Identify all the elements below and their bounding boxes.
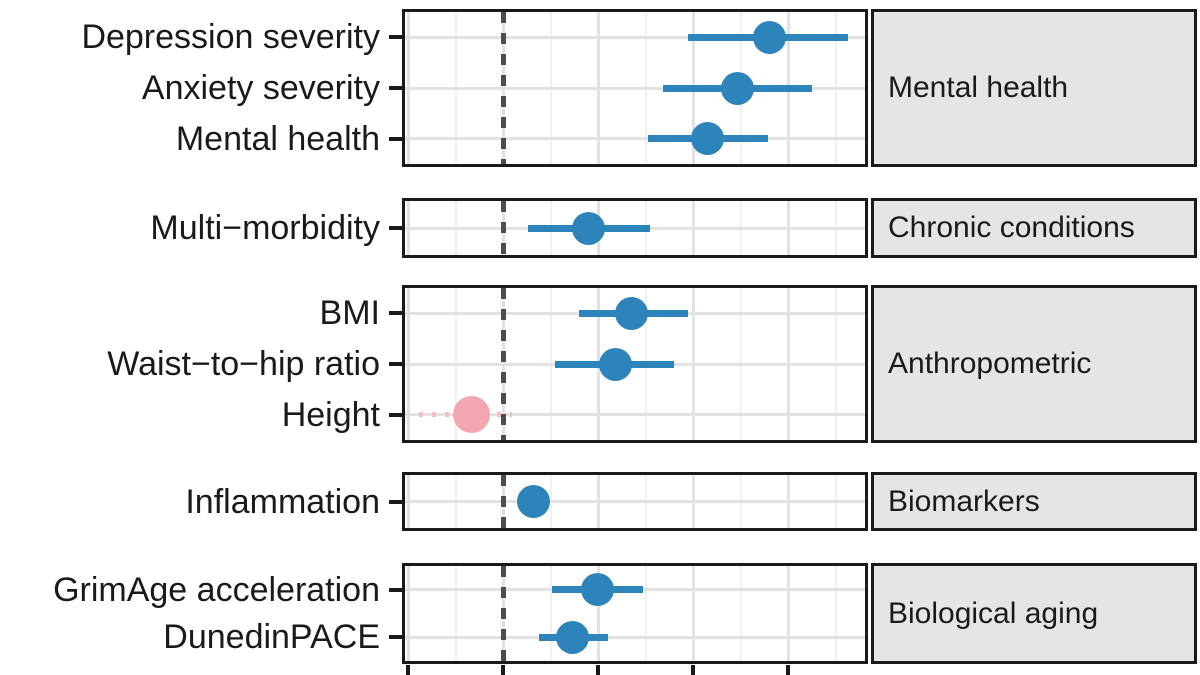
facet-label: Mental health	[888, 71, 1069, 104]
y-axis-tick	[389, 35, 403, 40]
y-axis-tick	[389, 412, 403, 417]
facet-strip: Mental health	[871, 9, 1197, 167]
gridline-horizontal-major	[405, 137, 865, 141]
panel-plot-area	[402, 285, 868, 443]
y-axis-tick	[389, 499, 403, 504]
row-label: Height	[281, 395, 380, 434]
panel-plot-area	[402, 563, 868, 664]
reference-line	[500, 288, 506, 440]
row-label: Depression severity	[81, 18, 380, 57]
point-estimate-dot	[614, 296, 648, 330]
x-axis-tick	[786, 665, 790, 675]
gridline-horizontal-major	[405, 500, 865, 503]
row-label: Anxiety severity	[141, 69, 380, 107]
point-estimate-dot	[580, 573, 614, 607]
gridline-horizontal-major	[405, 413, 865, 417]
facet-label: Chronic conditions	[888, 211, 1135, 244]
gridline-horizontal-major	[405, 635, 865, 639]
reference-line	[500, 12, 506, 164]
panel-plot-area	[402, 472, 868, 531]
y-axis-tick	[389, 136, 403, 141]
gridline-vertical-minor	[644, 566, 647, 661]
gridline-horizontal-major	[405, 35, 865, 39]
panel-plot-area	[402, 9, 868, 167]
gridline-horizontal-major	[405, 86, 865, 90]
gridline-vertical-minor	[739, 566, 742, 661]
row-label: Multi−morbidity	[150, 209, 380, 247]
row-label: Mental health	[175, 119, 380, 158]
y-axis-tick	[389, 226, 403, 230]
row-label: Waist−to−hip ratio	[107, 345, 380, 383]
facet-label: Anthropometric	[888, 347, 1092, 380]
gridline-vertical-major	[406, 566, 410, 661]
gridline-vertical-minor	[834, 566, 837, 661]
point-estimate-dot	[690, 122, 724, 156]
y-axis-tick	[389, 311, 403, 316]
facet-label: Biological aging	[888, 596, 1099, 630]
point-estimate-dot	[453, 396, 491, 434]
gridline-vertical-minor	[454, 566, 457, 661]
point-estimate-dot	[555, 620, 589, 654]
point-estimate-dot	[598, 347, 632, 381]
point-estimate-dot	[516, 485, 550, 518]
x-axis-tick	[406, 665, 410, 675]
reference-line	[500, 475, 506, 528]
x-axis-tick	[691, 665, 695, 675]
y-axis-tick	[389, 86, 403, 90]
gridline-vertical-major	[786, 566, 790, 661]
gridline-vertical-major	[596, 566, 600, 661]
gridline-vertical-major	[691, 566, 695, 661]
row-label: BMI	[319, 294, 380, 333]
x-axis-tick	[501, 665, 505, 675]
row-label: Inflammation	[185, 482, 380, 521]
y-axis-tick	[389, 362, 403, 366]
facet-strip: Biomarkers	[871, 472, 1197, 531]
facet-label: Biomarkers	[888, 484, 1040, 518]
facet-strip: Chronic conditions	[871, 198, 1197, 258]
facet-strip: Biological aging	[871, 563, 1197, 664]
x-axis-tick	[596, 665, 600, 675]
y-axis-tick	[389, 635, 403, 640]
point-estimate-dot	[752, 20, 786, 54]
row-label: GrimAge acceleration	[53, 570, 380, 609]
facet-strip: Anthropometric	[871, 285, 1197, 443]
gridline-vertical-minor	[549, 566, 552, 661]
y-axis-tick	[389, 587, 403, 592]
reference-line	[500, 201, 506, 255]
reference-line	[500, 566, 506, 661]
row-label: DunedinPACE	[163, 618, 380, 657]
point-estimate-dot	[721, 71, 755, 105]
point-estimate-dot	[572, 211, 605, 245]
panel-plot-area	[402, 198, 868, 258]
